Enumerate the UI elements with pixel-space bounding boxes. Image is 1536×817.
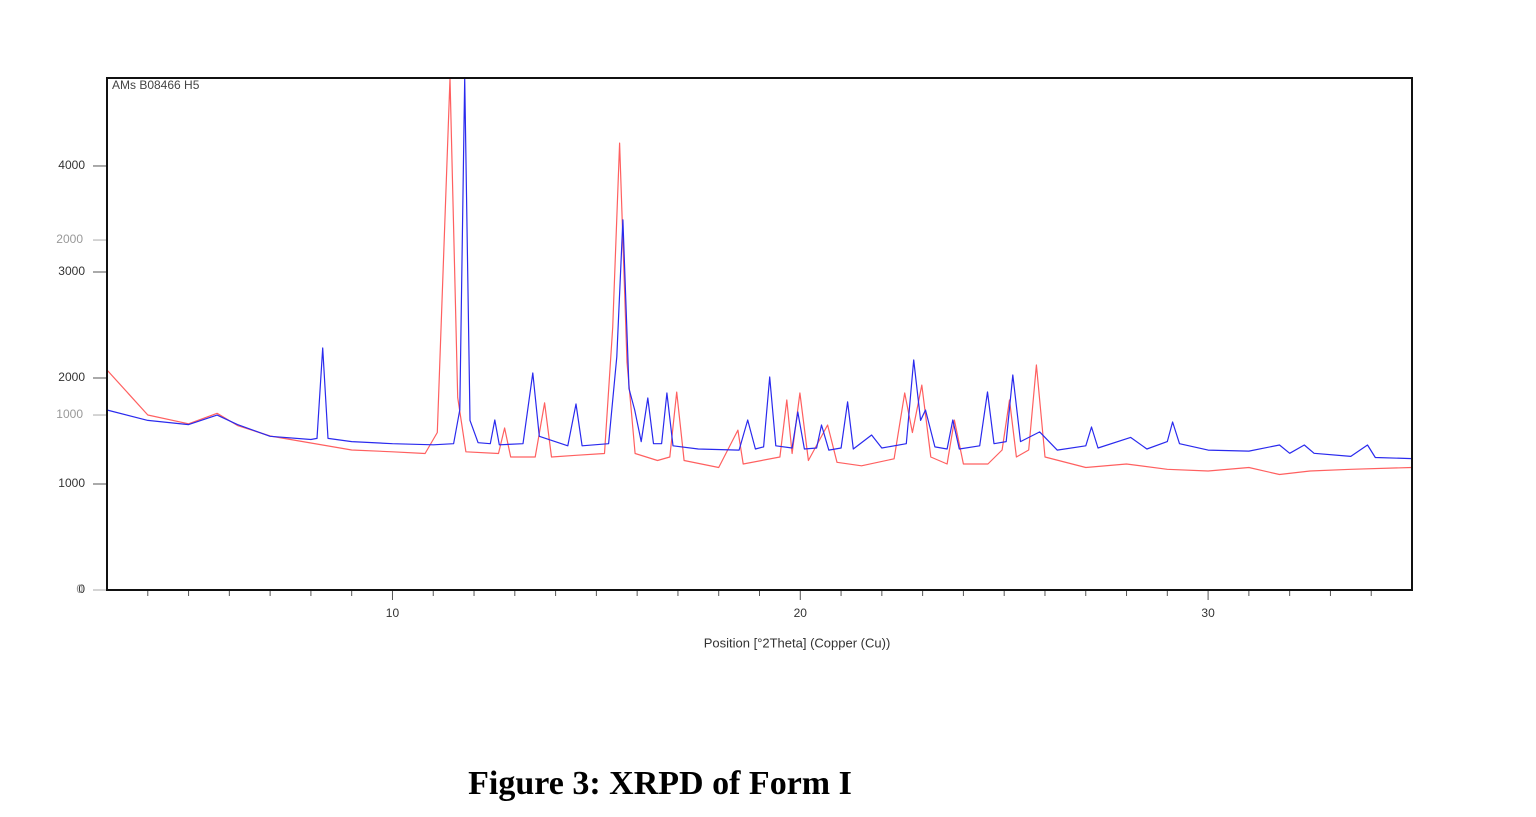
y2-tick-label: 1000	[56, 407, 83, 421]
y-tick-label: 2000	[58, 370, 85, 384]
y-tick-label: 4000	[58, 158, 85, 172]
annotation: AMs B08466 H5	[112, 78, 200, 92]
series-line	[106, 77, 1413, 460]
y-tick-label: 0	[78, 582, 85, 596]
x-tick-label: 10	[386, 606, 400, 620]
y2-tick-label: 0	[76, 582, 83, 596]
y-tick-label: 3000	[58, 264, 85, 278]
y-tick-label: 1000	[58, 476, 85, 490]
caption: Figure 3: XRPD of Form I	[468, 765, 852, 802]
x-tick-label: 20	[794, 606, 808, 620]
y2-tick-label: 2000	[56, 232, 83, 246]
plot-frame	[106, 77, 1413, 591]
series-line	[106, 77, 1413, 476]
x-tick-label: 30	[1201, 606, 1215, 620]
x-axis-label: Position [°2Theta] (Copper (Cu))	[704, 635, 891, 650]
